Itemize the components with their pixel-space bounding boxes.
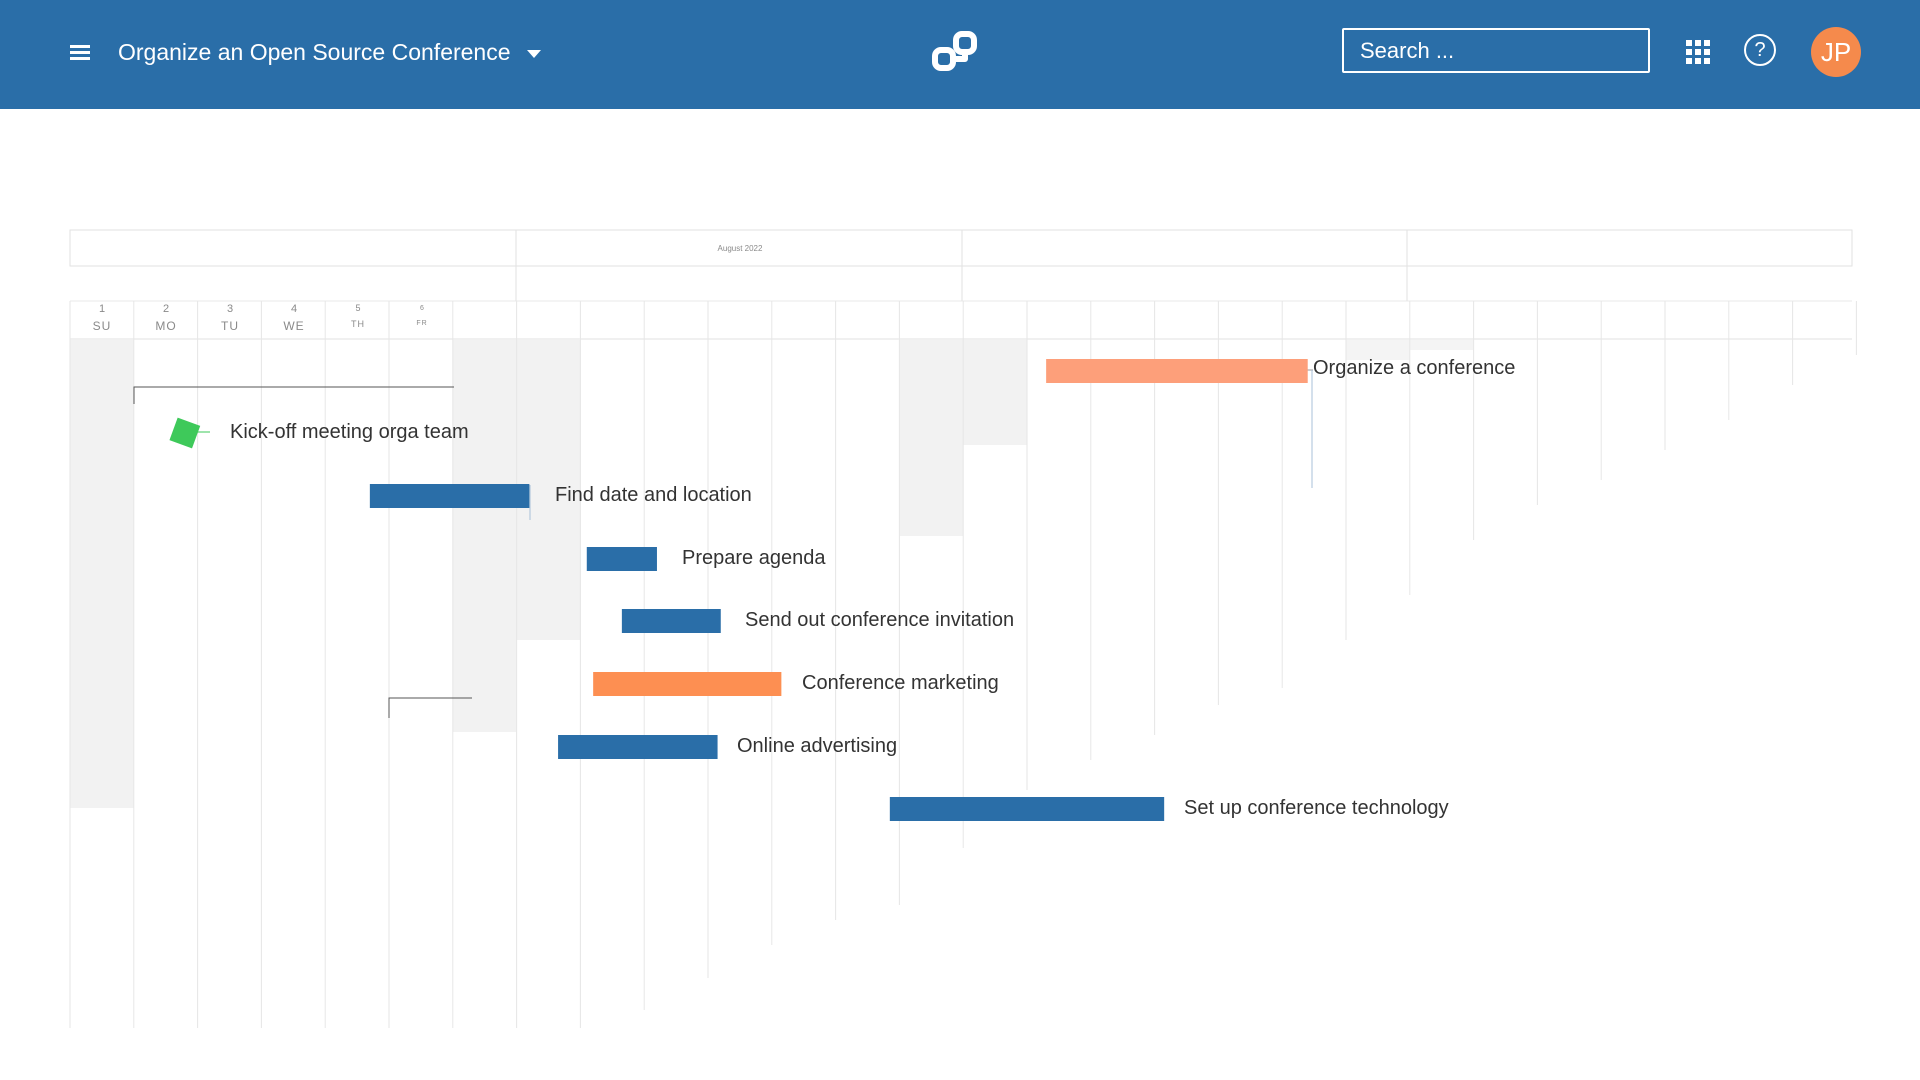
day-name: FR bbox=[416, 320, 428, 327]
caret-down-icon[interactable] bbox=[527, 50, 541, 58]
task-bar bbox=[621, 609, 721, 633]
project-title[interactable]: Organize an Open Source Conference bbox=[118, 39, 511, 65]
weekend-shade bbox=[899, 340, 964, 536]
day-number: 2 bbox=[162, 303, 170, 315]
task-label-send-invitation[interactable]: Send out conference invitation bbox=[745, 609, 1015, 631]
task-bar bbox=[586, 547, 657, 571]
task-bar bbox=[558, 735, 718, 759]
month-label: August 2022 bbox=[717, 244, 763, 253]
task-bar bbox=[1046, 359, 1308, 383]
day-name: TU bbox=[221, 319, 239, 333]
search-input[interactable] bbox=[1342, 28, 1650, 73]
task-label-conference-marketing[interactable]: Conference marketing bbox=[802, 672, 999, 694]
weekend-shade bbox=[1409, 340, 1474, 350]
grid-icon[interactable] bbox=[1686, 40, 1710, 64]
task-label-setup-technology[interactable]: Set up conference technology bbox=[1184, 797, 1449, 819]
day-name: WE bbox=[283, 319, 305, 333]
top-navigation-bar: Organize an Open Source Conference ? JP bbox=[0, 0, 1920, 109]
day-number: 1 bbox=[98, 303, 106, 315]
weekend-shade bbox=[1346, 340, 1410, 360]
day-number: 6 bbox=[420, 305, 424, 312]
day-number: 4 bbox=[290, 303, 298, 315]
day-name: TH bbox=[351, 319, 365, 329]
task-label-online-advertising[interactable]: Online advertising bbox=[737, 735, 898, 757]
weekend-shade bbox=[70, 340, 134, 808]
header-month-row bbox=[69, 229, 1853, 267]
task-bar bbox=[369, 484, 530, 508]
hamburger-icon[interactable] bbox=[70, 45, 90, 61]
task-label-prepare-agenda[interactable]: Prepare agenda bbox=[682, 547, 826, 569]
day-name: SU bbox=[92, 319, 112, 333]
question-icon[interactable]: ? bbox=[1744, 34, 1776, 66]
task-bar bbox=[889, 797, 1165, 821]
task-label-find-date-location[interactable]: Find date and location bbox=[555, 484, 752, 506]
task-label-organize-conference[interactable]: Organize a conference bbox=[1313, 357, 1516, 379]
weekend-shade bbox=[452, 340, 517, 732]
relation-line bbox=[388, 697, 472, 718]
milestone-marker bbox=[169, 417, 201, 449]
day-number: 5 bbox=[355, 303, 361, 313]
openproject-logo-icon[interactable] bbox=[928, 26, 984, 78]
relation-line bbox=[133, 386, 454, 404]
task-bar bbox=[593, 672, 782, 696]
task-label-kickoff-meeting[interactable]: Kick-off meeting orga team bbox=[230, 421, 469, 443]
weekend-shade bbox=[963, 340, 1027, 445]
day-name: MO bbox=[155, 319, 177, 333]
avatar[interactable]: JP bbox=[1811, 27, 1861, 77]
day-number: 3 bbox=[226, 303, 234, 315]
